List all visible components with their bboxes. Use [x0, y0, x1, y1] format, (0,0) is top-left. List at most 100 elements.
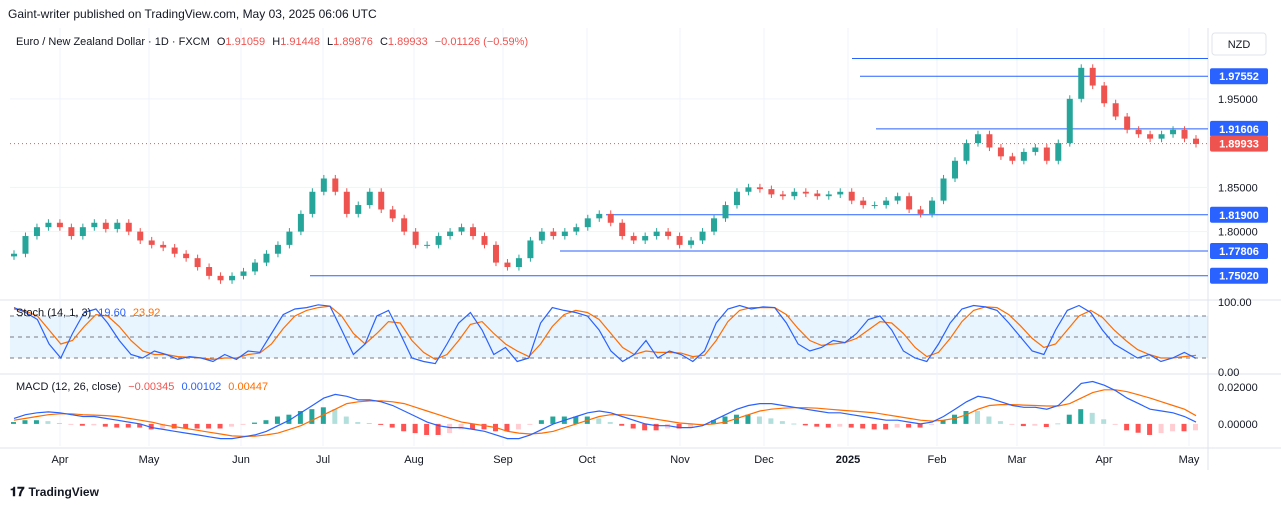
- candle-body: [378, 191, 385, 210]
- macd-histogram-bar: [986, 416, 992, 424]
- stoch-tick-label: 0.00: [1218, 367, 1239, 379]
- macd-histogram-bar: [871, 423, 877, 430]
- macd-histogram-bar: [883, 423, 889, 430]
- candle-body: [355, 205, 362, 214]
- macd-histogram-bar: [332, 409, 338, 424]
- candle-body: [1043, 147, 1050, 161]
- x-tick-label: Mar: [1008, 454, 1027, 466]
- candle-body: [837, 191, 844, 195]
- macd-histogram-bar: [1078, 409, 1084, 424]
- candle-body: [217, 275, 224, 281]
- candle-body: [676, 236, 683, 245]
- macd-histogram-bar: [1124, 423, 1130, 431]
- macd-histogram-bar: [481, 423, 487, 430]
- stoch-k-line: [13, 304, 1197, 365]
- macd-histogram-bar: [906, 423, 912, 428]
- macd-histogram-bar: [733, 414, 739, 424]
- level-badge-label: 1.77806: [1219, 246, 1259, 258]
- candle-body: [11, 253, 17, 257]
- macd-histogram-bar: [722, 416, 728, 424]
- last-price-badge: [1210, 135, 1268, 152]
- macd-histogram-bar: [148, 423, 154, 430]
- macd-histogram-bar: [711, 420, 717, 424]
- macd-histogram-bar: [309, 409, 315, 424]
- macd-hist-value: −0.00345: [128, 381, 175, 393]
- macd-histogram-bar: [814, 423, 820, 427]
- macd-histogram-bar: [825, 423, 831, 428]
- candle-body: [458, 227, 465, 232]
- candle-body: [125, 222, 132, 232]
- macd-histogram-bar: [366, 422, 372, 424]
- macd-histogram-bar: [837, 423, 843, 427]
- candle-body: [596, 213, 603, 219]
- candle-body: [745, 187, 752, 192]
- macd-histogram-bar: [1181, 423, 1187, 432]
- macd-histogram-bar: [756, 416, 762, 424]
- macd-histogram-bar: [1170, 423, 1176, 432]
- macd-signal-line: [13, 389, 1197, 438]
- macd-histogram-bar: [251, 422, 257, 424]
- candle-body: [309, 191, 316, 214]
- candle-body: [756, 187, 763, 190]
- candle-body: [768, 189, 775, 195]
- macd-histogram-bar: [458, 423, 464, 430]
- axes: Apr May Jun Jul Aug Sep Oct Nov Dec 2025 Feb Mar Apr…: [51, 32, 1267, 466]
- macd-histogram-bar: [240, 423, 246, 425]
- macd-histogram-bar: [860, 423, 866, 429]
- candle-body: [1055, 143, 1062, 161]
- candle-body: [733, 191, 740, 206]
- stochastic-panel: [10, 304, 1208, 365]
- low-label: L: [327, 36, 334, 48]
- candle-body: [779, 194, 786, 197]
- candle-body: [206, 267, 213, 276]
- macd-histogram-bar: [102, 423, 108, 427]
- macd-histogram-bar: [447, 423, 453, 434]
- close-label: C: [379, 36, 388, 48]
- x-tick-label: 2025: [836, 454, 860, 466]
- symbol-name: Euro / New Zealand Dollar · 1D · FXCM: [16, 36, 210, 48]
- candle-body: [917, 209, 924, 214]
- candle-body: [1158, 134, 1165, 139]
- candle-body: [642, 236, 649, 241]
- candle-body: [791, 191, 798, 197]
- macd-histogram-bar: [1089, 412, 1095, 424]
- macd-histogram-bar: [114, 423, 120, 428]
- candle-body: [974, 134, 981, 144]
- tradingview-logo-icon: 𝟏𝟕: [10, 484, 25, 499]
- macd-histogram-bar: [917, 423, 923, 428]
- level-badge: [1210, 120, 1268, 137]
- macd-histogram-bar: [343, 416, 349, 424]
- level-badge: [1210, 206, 1268, 223]
- macd-histogram-bar: [1193, 423, 1198, 431]
- candle-body: [538, 231, 545, 241]
- macd-line-value: 0.00102: [181, 381, 222, 393]
- candle-body: [1193, 138, 1199, 144]
- candle-body: [940, 178, 947, 201]
- x-tick-label: Apr: [1095, 454, 1112, 466]
- candle-body: [91, 222, 98, 228]
- high-label: H: [272, 36, 281, 48]
- price-tick-label: 1.95000: [1218, 94, 1258, 106]
- x-tick-label: Dec: [754, 454, 774, 466]
- candle-body: [711, 218, 718, 232]
- candle-body: [825, 194, 832, 197]
- macd-histogram-bar: [768, 418, 774, 424]
- candle-body: [1066, 98, 1073, 144]
- macd-histogram-bar: [974, 411, 980, 424]
- candle-body: [607, 213, 614, 223]
- macd-legend: MACD (12, 26, close) −0.00345 0.00102 0.…: [16, 381, 268, 393]
- macd-histogram-bar: [22, 420, 28, 424]
- macd-histogram-bar: [160, 423, 166, 429]
- macd-histogram-bar: [274, 416, 280, 424]
- macd-histogram-bar: [940, 420, 946, 424]
- macd-histogram-bar: [183, 423, 189, 429]
- candle-body: [102, 222, 109, 229]
- candle-body: [997, 147, 1004, 157]
- candle-body: [240, 271, 247, 276]
- macd-histogram-bar: [1135, 423, 1141, 433]
- macd-histogram-bar: [56, 422, 62, 424]
- macd-histogram-bar: [389, 423, 395, 428]
- stoch-name: Stoch: [16, 307, 45, 319]
- candle-body: [33, 227, 40, 237]
- macd-histogram-bar: [297, 411, 303, 424]
